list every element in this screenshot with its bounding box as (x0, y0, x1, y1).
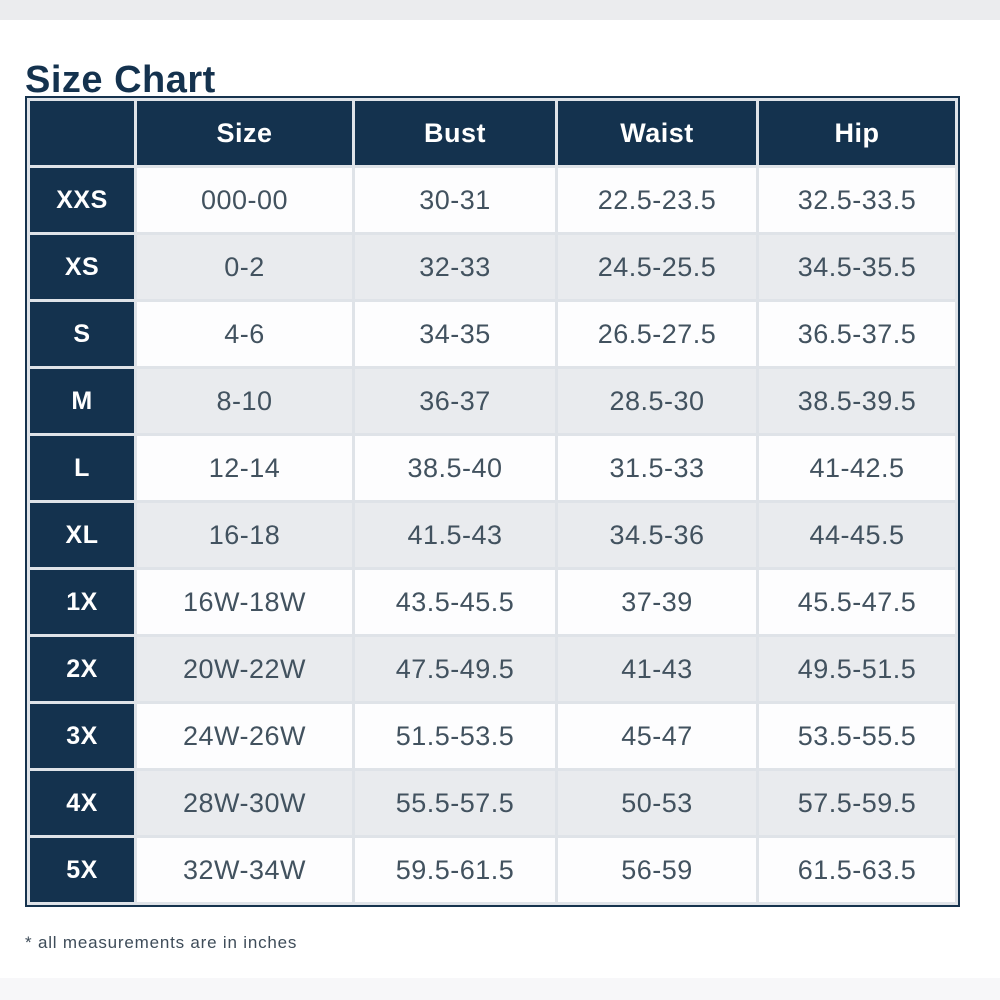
table-row: 3X 24W-26W 51.5-53.5 45-47 53.5-55.5 (30, 704, 955, 768)
bottom-strip (0, 978, 1000, 1000)
waist-cell: 34.5-36 (558, 503, 756, 567)
table-body: XXS 000-00 30-31 22.5-23.5 32.5-33.5 XS 0-2 32-… (30, 168, 955, 902)
table-row: 4X 28W-30W 55.5-57.5 50-53 57.5-59.5 (30, 771, 955, 835)
header-cell-hip: Hip (759, 101, 955, 165)
hip-cell: 61.5-63.5 (759, 838, 955, 902)
waist-cell: 45-47 (558, 704, 756, 768)
table-row: 5X 32W-34W 59.5-61.5 56-59 61.5-63.5 (30, 838, 955, 902)
hip-cell: 49.5-51.5 (759, 637, 955, 701)
header-cell-bust: Bust (355, 101, 555, 165)
bust-cell: 59.5-61.5 (355, 838, 555, 902)
bust-cell: 34-35 (355, 302, 555, 366)
table-row: M 8-10 36-37 28.5-30 38.5-39.5 (30, 369, 955, 433)
hip-cell: 36.5-37.5 (759, 302, 955, 366)
header-cell-waist: Waist (558, 101, 756, 165)
bust-cell: 47.5-49.5 (355, 637, 555, 701)
size-label-cell: 4X (30, 771, 134, 835)
table-row: S 4-6 34-35 26.5-27.5 36.5-37.5 (30, 302, 955, 366)
hip-cell: 53.5-55.5 (759, 704, 955, 768)
hip-cell: 32.5-33.5 (759, 168, 955, 232)
size-chart-container: Size Bust Waist Hip XXS 000-00 30-31 22.5-2… (25, 96, 960, 907)
table-row: 1X 16W-18W 43.5-45.5 37-39 45.5-47.5 (30, 570, 955, 634)
size-range-cell: 28W-30W (137, 771, 352, 835)
size-range-cell: 16-18 (137, 503, 352, 567)
waist-cell: 22.5-23.5 (558, 168, 756, 232)
size-range-cell: 16W-18W (137, 570, 352, 634)
size-label-cell: XL (30, 503, 134, 567)
waist-cell: 41-43 (558, 637, 756, 701)
size-range-cell: 20W-22W (137, 637, 352, 701)
size-label-cell: 3X (30, 704, 134, 768)
waist-cell: 24.5-25.5 (558, 235, 756, 299)
size-label-cell: 5X (30, 838, 134, 902)
size-label-cell: XS (30, 235, 134, 299)
measurements-footnote: * all measurements are in inches (25, 933, 298, 952)
table-row: XS 0-2 32-33 24.5-25.5 34.5-35.5 (30, 235, 955, 299)
size-label-cell: L (30, 436, 134, 500)
page-title: Size Chart (25, 59, 216, 102)
waist-cell: 31.5-33 (558, 436, 756, 500)
hip-cell: 38.5-39.5 (759, 369, 955, 433)
hip-cell: 44-45.5 (759, 503, 955, 567)
size-label-cell: XXS (30, 168, 134, 232)
table-row: XXS 000-00 30-31 22.5-23.5 32.5-33.5 (30, 168, 955, 232)
bust-cell: 36-37 (355, 369, 555, 433)
table-header: Size Bust Waist Hip (30, 101, 955, 165)
waist-cell: 50-53 (558, 771, 756, 835)
table-row: 2X 20W-22W 47.5-49.5 41-43 49.5-51.5 (30, 637, 955, 701)
hip-cell: 57.5-59.5 (759, 771, 955, 835)
size-range-cell: 32W-34W (137, 838, 352, 902)
size-chart-table: Size Bust Waist Hip XXS 000-00 30-31 22.5-2… (25, 96, 960, 907)
bust-cell: 38.5-40 (355, 436, 555, 500)
size-range-cell: 12-14 (137, 436, 352, 500)
header-cell-blank (30, 101, 134, 165)
bust-cell: 32-33 (355, 235, 555, 299)
top-strip (0, 0, 1000, 20)
bust-cell: 55.5-57.5 (355, 771, 555, 835)
header-row: Size Bust Waist Hip (30, 101, 955, 165)
waist-cell: 37-39 (558, 570, 756, 634)
size-range-cell: 24W-26W (137, 704, 352, 768)
hip-cell: 34.5-35.5 (759, 235, 955, 299)
bust-cell: 43.5-45.5 (355, 570, 555, 634)
size-label-cell: S (30, 302, 134, 366)
hip-cell: 41-42.5 (759, 436, 955, 500)
size-range-cell: 0-2 (137, 235, 352, 299)
size-label-cell: M (30, 369, 134, 433)
waist-cell: 56-59 (558, 838, 756, 902)
size-label-cell: 1X (30, 570, 134, 634)
hip-cell: 45.5-47.5 (759, 570, 955, 634)
waist-cell: 28.5-30 (558, 369, 756, 433)
table-row: L 12-14 38.5-40 31.5-33 41-42.5 (30, 436, 955, 500)
bust-cell: 41.5-43 (355, 503, 555, 567)
size-range-cell: 000-00 (137, 168, 352, 232)
waist-cell: 26.5-27.5 (558, 302, 756, 366)
header-cell-size: Size (137, 101, 352, 165)
size-range-cell: 8-10 (137, 369, 352, 433)
table-row: XL 16-18 41.5-43 34.5-36 44-45.5 (30, 503, 955, 567)
bust-cell: 30-31 (355, 168, 555, 232)
size-label-cell: 2X (30, 637, 134, 701)
bust-cell: 51.5-53.5 (355, 704, 555, 768)
size-range-cell: 4-6 (137, 302, 352, 366)
